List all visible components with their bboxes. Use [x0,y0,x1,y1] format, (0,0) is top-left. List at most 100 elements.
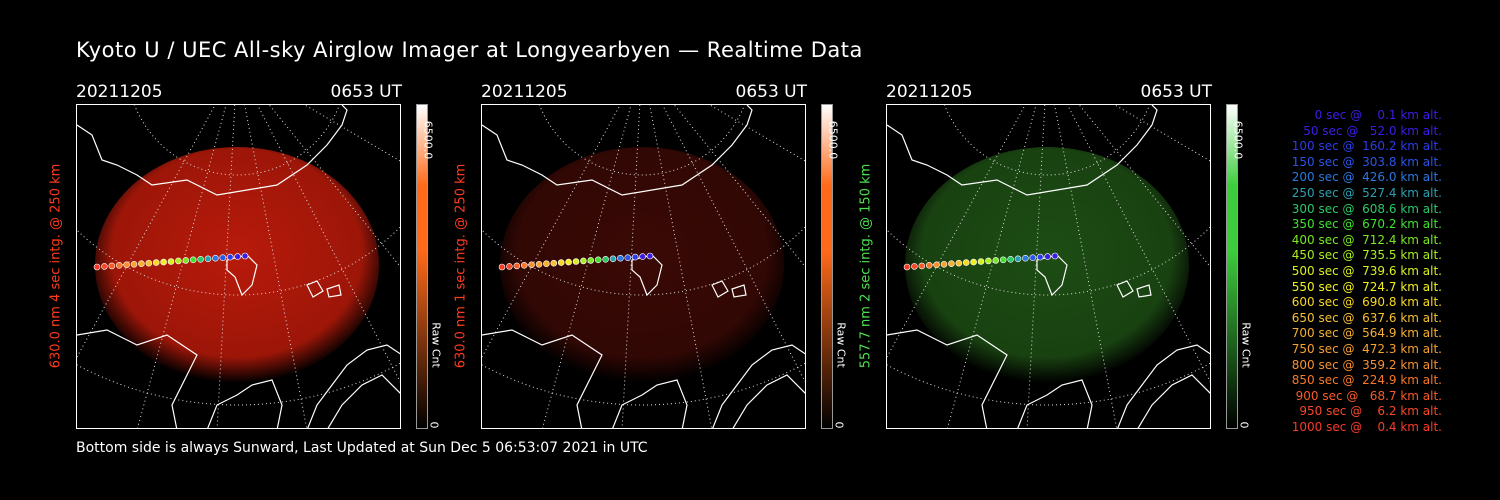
trajectory-point [580,257,587,265]
trajectory-point [175,257,182,265]
svalbard-coast [226,254,258,297]
trajectory-point [513,262,521,270]
airglow-disk [500,147,784,383]
trajectory-point [918,262,926,270]
trajectory [903,252,1059,271]
legend-row: 200 sec @ 426.0 km alt. [1287,170,1442,185]
trajectory-point [594,256,602,264]
footer-note: Bottom side is always Sunward, Last Upda… [76,440,648,456]
trajectory-point [572,258,580,265]
greenland-coast [482,105,753,196]
legend-row: 950 sec @ 6.2 km alt. [1295,404,1442,419]
legend-row: 150 sec @ 303.8 km alt. [1287,154,1442,169]
trajectory-point [1007,256,1014,263]
colorbar-max: 6500.0 [1231,120,1245,160]
trajectory-point [609,255,617,263]
legend-row: 650 sec @ 637.6 km alt. [1287,310,1442,325]
legend-row: 850 sec @ 224.9 km alt. [1287,373,1442,388]
image-panel-3: 20211205 0653 UT 557.7 nm 2 sec intg. @ … [859,80,1266,430]
trajectory-point [550,259,558,267]
colorbar-unit: Raw Cnt [429,322,443,368]
trajectory-point [1014,255,1022,263]
trajectory-point [212,254,219,262]
legend-row: 350 sec @ 670.2 km alt. [1287,217,1442,232]
trajectory-point [234,253,241,260]
colorbar-max: 6500.0 [421,120,435,160]
trajectory-point [219,254,227,261]
trajectory-point [999,256,1007,264]
trajectory-point [624,254,632,261]
trajectory-point [992,257,1000,264]
trajectory-point [182,257,190,264]
longitude-line [1114,105,1210,162]
colorbar-min: 0 [832,421,846,429]
trajectory-point [1036,253,1044,261]
panel-date: 20211205 [481,82,568,102]
greenland-coast [887,105,1158,196]
trajectory-point [115,262,123,269]
trajectory-point [138,260,145,267]
legend-row: 100 sec @ 160.2 km alt. [1287,139,1442,154]
colorbar [1226,104,1238,429]
trajectory-point [528,261,535,269]
trajectory-point [639,253,646,260]
trajectory-point [498,263,506,271]
trajectory-point [617,254,624,262]
allsky-image [886,104,1211,429]
panel-time: 0653 UT [1140,82,1213,102]
kola-coast [1017,379,1093,428]
colorbar-unit: Raw Cnt [834,322,848,368]
colorbar-unit: Raw Cnt [1239,322,1253,368]
colorbar-min: 0 [427,421,441,429]
island-coast [1116,280,1152,298]
trajectory-point [160,258,167,266]
trajectory-point [557,259,565,266]
image-panel-1: 20211205 0653 UT 630.0 nm 4 sec intg. @ … [49,80,456,430]
trajectory-point [962,259,970,266]
longitude-line [621,105,641,428]
legend-row: 600 sec @ 690.8 km alt. [1287,295,1442,310]
trajectory-point [241,252,249,260]
trajectory-point [646,252,654,260]
latitude-line [944,105,1150,176]
colorbar [821,104,833,429]
colorbar [416,104,428,429]
legend-row: 300 sec @ 608.6 km alt. [1287,201,1442,216]
legend-row: 1000 sec @ 0.4 km alt. [1291,419,1442,434]
siberia-coast [1137,374,1210,428]
trajectory-point [197,256,204,263]
trajectory-point [145,259,153,267]
legend-row: 0 sec @ 0.1 km alt. [1303,108,1442,122]
trajectory-point [130,261,138,268]
trajectory-point [101,263,108,270]
map-overlay [887,105,1210,428]
trajectory-point [520,262,528,269]
longitude-line [1026,105,1046,428]
trajectory-point [1044,253,1051,260]
trajectory-point [535,261,543,268]
trajectory-point [152,259,160,266]
map-overlay [482,105,805,428]
legend-row: 400 sec @ 712.4 km alt. [1287,232,1442,247]
trajectory-point [543,260,550,267]
trajectory-point [903,263,911,271]
panel-ylabel: 630.0 nm 4 sec intg. @ 250 km [48,163,64,369]
trajectory-point [925,262,933,269]
panel-ylabel: 557.7 nm 2 sec intg. @ 150 km [858,163,874,369]
legend-row: 550 sec @ 724.7 km alt. [1287,279,1442,294]
trajectory-point [985,257,992,265]
trajectory-point [167,258,175,265]
trajectory-point [226,253,234,261]
trajectory-point [108,262,116,270]
altitude-legend: 0 sec @ 0.1 km alt. 50 sec @ 52.0 km alt… [1262,108,1442,435]
trajectory-point [948,260,955,267]
trajectory-point [204,255,212,263]
longitude-line [304,105,400,162]
trajectory-point [1022,254,1029,262]
legend-row: 50 sec @ 52.0 km alt. [1295,123,1442,138]
longitude-line [709,105,805,162]
svalbard-coast [631,254,663,297]
longitude-line [77,105,216,359]
airglow-disk [905,147,1189,383]
siberia-coast [732,374,805,428]
